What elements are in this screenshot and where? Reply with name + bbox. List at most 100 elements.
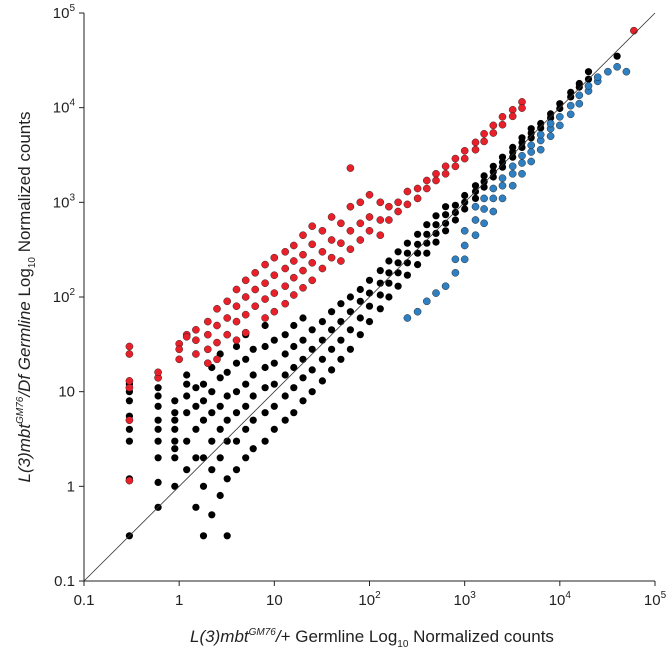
data-point-black [171,397,179,405]
data-point-red [403,187,412,196]
data-point-blue [422,297,431,306]
data-point-black [261,437,269,445]
data-point-black [183,371,191,379]
data-point-blue [403,314,412,322]
data-point-red [441,162,450,171]
data-point-black [394,282,402,290]
data-point-red [232,336,241,345]
data-point-black [518,143,526,151]
data-point-black [199,416,208,424]
data-point-blue [518,169,526,178]
data-point-black [281,392,289,400]
data-point-black [394,248,402,256]
data-point-black [432,238,440,246]
data-point-black [208,437,216,445]
data-point-black [125,425,133,433]
data-point-black [183,409,191,417]
data-point-red [203,317,212,326]
data-point-black [575,79,583,88]
data-point-blue [471,216,480,224]
data-point-black [442,227,450,235]
data-point-blue [622,67,631,76]
data-point-red [376,198,385,207]
data-point-black [376,305,384,313]
data-point-blue [413,307,422,316]
data-point-blue [575,99,584,108]
data-point-black [232,359,241,367]
y-axis-label: L(3)mbtGM76/Df Germline Log10 Normalized… [15,112,38,483]
data-point-black [414,230,422,238]
y-tick-label: 0.1 [54,573,75,590]
data-point-red [365,190,374,199]
data-point-red [281,247,290,256]
data-point-black [423,230,431,238]
data-point-blue [518,159,526,167]
data-point-black [216,374,224,382]
data-point-black [299,355,307,363]
data-point-black [232,342,241,351]
data-point-black [171,445,179,453]
data-point-black [509,143,517,151]
data-point-red [192,350,200,358]
data-point-black [223,532,231,540]
data-point-red [261,279,269,288]
data-point-black [385,279,393,287]
data-point-black [249,345,257,353]
data-point-black [442,211,450,219]
data-point-red [346,245,355,253]
data-point-red [251,302,259,311]
data-point-black [567,88,575,96]
data-point-black [199,454,208,462]
data-point-black [216,425,224,433]
data-point-blue [498,174,507,182]
data-point-black [518,134,526,142]
data-point-black [451,208,459,217]
x-tick-label: 10 [266,592,283,609]
data-point-black [308,388,316,396]
data-point-black [270,336,278,344]
data-point-black [403,271,411,279]
data-point-black [261,321,269,330]
data-point-red [498,113,507,121]
data-point-red [223,314,231,322]
data-point-red [203,345,212,354]
data-point-blue [441,282,450,291]
data-point-red [337,239,345,247]
data-point-blue [536,145,545,154]
data-point-red [385,202,393,211]
data-point-red [630,26,638,35]
data-point-black [394,259,402,267]
data-point-black [249,392,257,400]
data-point-black [154,478,162,486]
data-point-blue [527,157,536,166]
data-point-black [547,110,555,118]
data-point-blue [498,194,507,203]
data-point-black [154,425,162,433]
data-point-black [337,318,345,326]
data-point-red [318,247,327,256]
data-point-black [192,503,200,511]
data-point-black [183,437,191,445]
data-point-blue [604,67,612,76]
data-point-black [223,437,231,445]
data-point-red [498,120,507,129]
data-point-red [346,202,355,211]
data-point-black [154,416,162,424]
data-point-red [289,257,298,265]
data-point-red [251,285,259,294]
data-point-red [192,336,200,345]
data-point-red [223,297,231,306]
data-point-black [208,511,216,519]
data-point-red [270,307,279,316]
data-point-black [471,182,480,190]
data-point-red [299,250,307,259]
data-point-red [327,236,336,244]
data-point-black [223,368,231,376]
data-point-red [232,302,241,311]
data-point-black [223,392,231,400]
data-point-black [318,377,326,385]
data-point-black [216,402,224,410]
data-point-red [403,200,412,209]
data-point-red [270,289,279,297]
data-point-black [299,397,307,405]
